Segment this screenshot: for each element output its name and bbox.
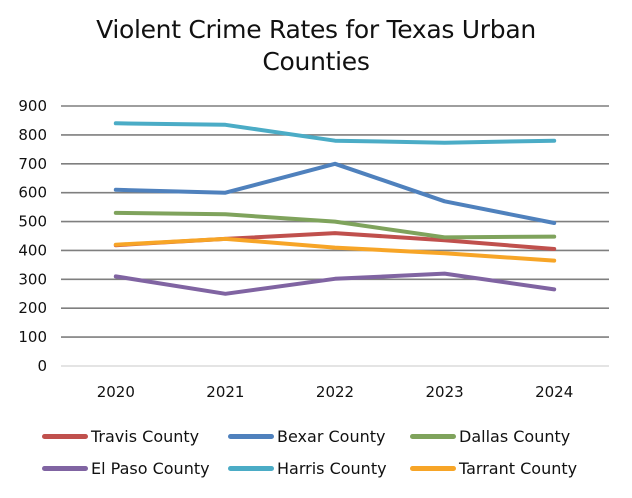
legend: Travis County Bexar County Dallas County… (0, 420, 632, 484)
y-tick-label: 0 (37, 357, 47, 375)
y-tick-label: 400 (18, 241, 47, 259)
y-tick-label: 800 (18, 126, 47, 144)
series-bexar-county (113, 161, 557, 225)
legend-label: Bexar County (277, 426, 386, 446)
legend-item-bexar-county: Bexar County (228, 427, 400, 446)
legend-swatch-dallas-county (410, 433, 456, 439)
chart-title-line-1: Violent Crime Rates for Texas Urban (96, 15, 536, 44)
legend-swatch-tarrant-county (410, 465, 456, 471)
series-line-dallas-county (113, 210, 557, 240)
legend-row-1: Travis County Bexar County Dallas County (0, 420, 632, 452)
legend-swatch-travis-county (42, 433, 88, 439)
series-dallas-county (113, 210, 557, 240)
y-tick-label: 200 (18, 299, 47, 317)
legend-label: Travis County (91, 426, 200, 446)
series-line-tarrant-county (113, 236, 557, 263)
legend-item-tarrant-county: Tarrant County (410, 459, 590, 478)
legend-swatch-harris-county (228, 465, 274, 471)
y-tick-label: 300 (18, 270, 47, 288)
y-tick-label: 600 (18, 184, 47, 202)
x-tick-label: 2024 (535, 383, 573, 401)
series-line-harris-county (113, 121, 557, 145)
series-lines (113, 121, 557, 296)
series-el-paso-county (113, 271, 557, 296)
x-tick-label: 2020 (97, 383, 135, 401)
legend-label: El Paso County (91, 458, 210, 478)
y-tick-label: 700 (18, 155, 47, 173)
y-tick-label: 900 (18, 97, 47, 115)
legend-swatch-el-paso-county (42, 465, 88, 471)
x-tick-label: 2023 (426, 383, 464, 401)
legend-swatch-bexar-county (228, 433, 274, 439)
y-tick-label: 500 (18, 213, 47, 231)
chart-title: Violent Crime Rates for Texas Urban Coun… (0, 14, 632, 78)
x-tick-label: 2022 (316, 383, 354, 401)
legend-label: Tarrant County (459, 458, 578, 478)
legend-item-harris-county: Harris County (228, 459, 400, 478)
y-tick-label: 100 (18, 328, 47, 346)
legend-label: Harris County (277, 458, 387, 478)
legend-label: Dallas County (459, 426, 571, 446)
legend-row-2: El Paso County Harris County Tarrant Cou… (0, 452, 632, 484)
series-line-bexar-county (113, 161, 557, 225)
series-tarrant-county (113, 236, 557, 263)
x-axis-tick-labels: 2020 2021 2022 2023 2024 (97, 383, 574, 401)
y-axis-tick-labels: 0 100 200 300 400 500 600 700 800 900 (18, 97, 47, 375)
legend-item-travis-county: Travis County (42, 427, 218, 446)
series-harris-county (113, 121, 557, 145)
x-tick-label: 2021 (206, 383, 244, 401)
legend-item-dallas-county: Dallas County (410, 427, 590, 446)
series-line-el-paso-county (113, 271, 557, 296)
chart-title-line-2: Counties (262, 47, 370, 76)
legend-item-el-paso-county: El Paso County (42, 459, 218, 478)
